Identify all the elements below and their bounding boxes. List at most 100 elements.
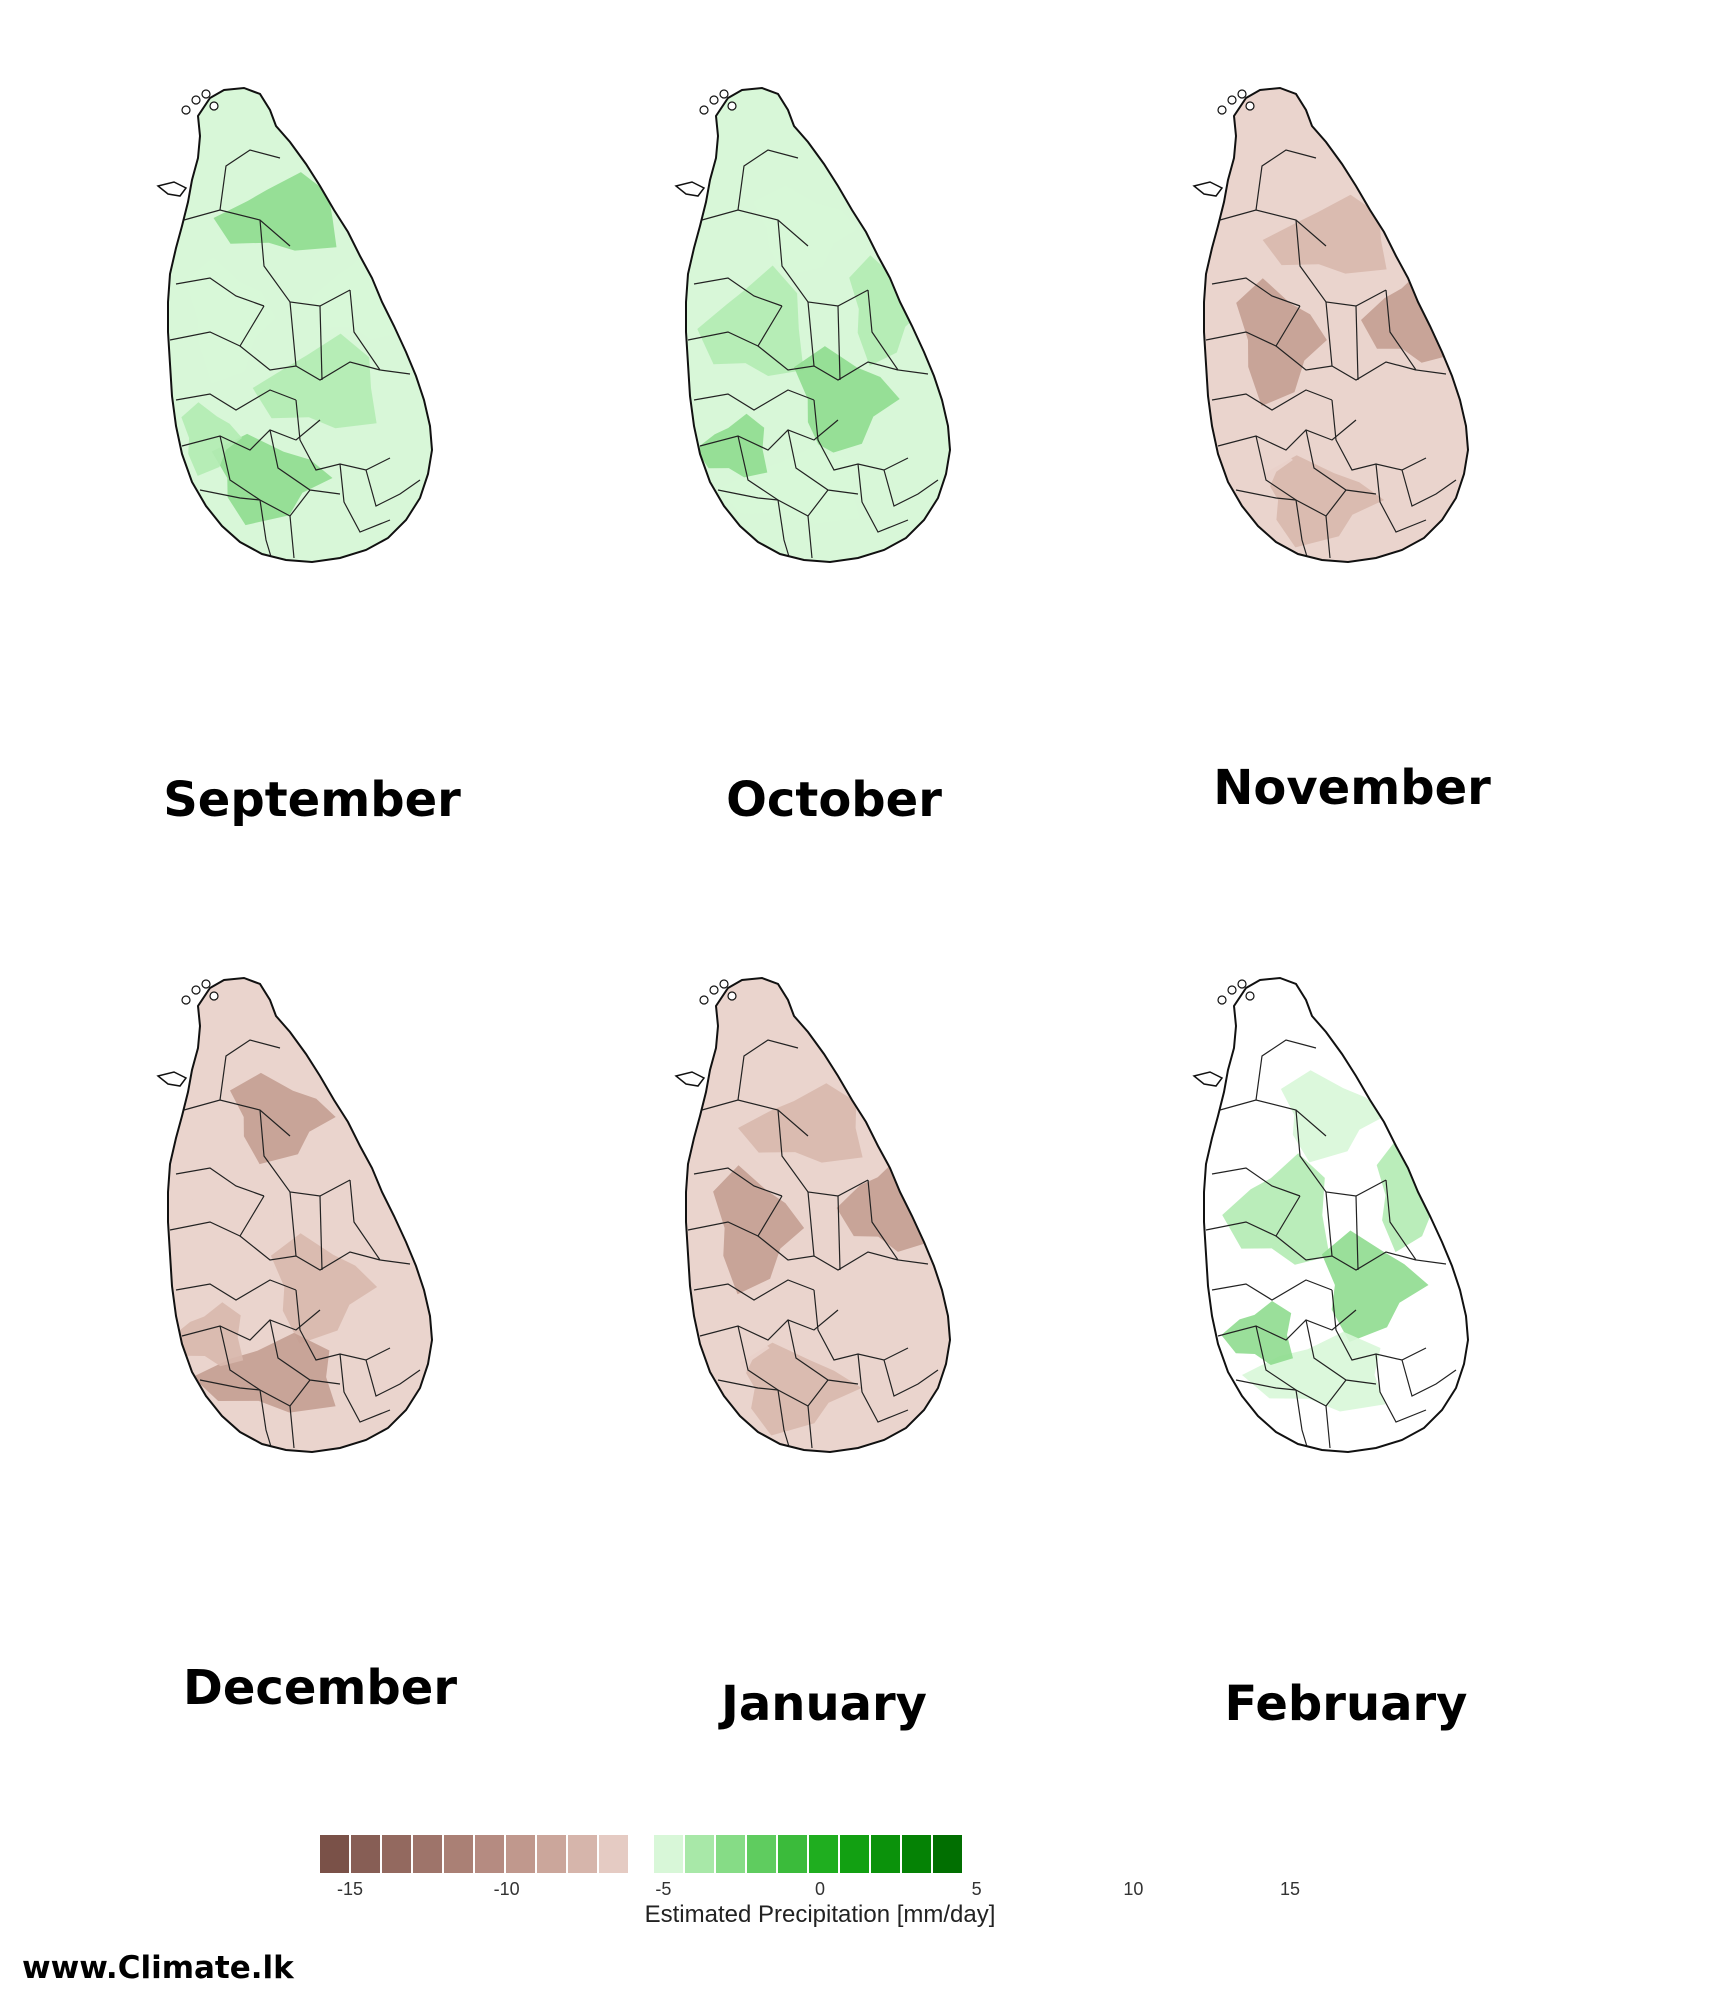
district-boundary [365,1359,421,1397]
anomaly-region [1242,1331,1386,1412]
jaffna-island [699,105,709,115]
jaffna-island [181,995,191,1005]
legend-swatch-wet [933,1835,962,1873]
jaffna-island [1237,89,1247,99]
anomaly-region [738,1083,863,1163]
district-boundary [1235,1379,1297,1391]
legend-swatch-dry [351,1835,380,1873]
district-boundary [1401,1359,1457,1397]
district-boundary [807,1405,813,1449]
district-boundary [1331,1289,1427,1361]
district-boundary [1331,399,1427,471]
district-boundary [1235,489,1297,501]
legend-swatch-dry [382,1835,411,1873]
month-label-december: December [182,1660,457,1716]
district-boundary [169,1195,265,1237]
district-boundary [239,1235,381,1271]
legend-tick: 10 [1123,1879,1144,1899]
sri-lanka-map [1192,976,1470,1454]
jaffna-island [1245,991,1255,1001]
district-boundary [365,469,421,507]
legend-tick: 15 [1279,1879,1301,1899]
legend-swatch-wet [716,1835,745,1873]
anomaly-region [1302,356,1427,452]
anomaly-region [1376,1139,1454,1253]
legend-swatch-dry [506,1835,535,1873]
district-boundary [199,1379,261,1391]
jaffna-island [209,101,219,111]
jaffna-island [709,985,719,995]
district-boundary [737,149,799,211]
sri-lanka-map [674,976,952,1454]
district-boundary [183,1099,291,1137]
district-boundary [1325,1191,1333,1257]
jaffna-island [709,95,719,105]
district-boundary [1219,1099,1327,1137]
legend-swatch-wet [747,1835,776,1873]
anomaly-region [717,444,860,524]
district-boundary [777,499,791,561]
district-boundary [1305,429,1377,495]
district-boundary [289,515,295,559]
district-boundary [757,345,899,381]
district-boundary [787,1319,859,1385]
anomaly-region [1262,455,1385,548]
district-boundary [289,1405,295,1449]
district-boundary [319,305,323,381]
island-outline [685,976,952,1454]
jaffna-island [191,95,201,105]
district-boundary [269,1319,341,1385]
legend-swatch-wet [840,1835,869,1873]
anomaly-region [849,255,926,366]
jaffna-island [699,995,709,1005]
jaffna-island [201,979,211,989]
district-boundary [813,399,909,471]
map-panel-december [140,960,470,1470]
legend-swatch-dry [475,1835,504,1873]
island-outline [685,86,952,564]
site-url: www.Climate.lk [22,1950,294,1986]
district-boundary [1255,1039,1317,1101]
anomaly-region [1232,423,1293,498]
map-panel-october [658,70,988,580]
sri-lanka-map [156,86,434,564]
district-boundary [175,1167,265,1197]
district-boundary [1211,1279,1333,1301]
district-boundary [199,489,261,501]
district-boundary [339,1353,391,1423]
anomaly-region [697,265,804,376]
anomaly-region [1280,1070,1388,1163]
district-boundary [837,1195,841,1271]
jaffna-island [1227,95,1237,105]
district-boundary [289,1191,297,1257]
anomaly-region [713,1165,805,1295]
district-boundary [857,1353,909,1423]
anomaly-region [181,402,243,476]
district-boundary [219,1039,281,1101]
month-label-september: September [163,772,461,828]
legend-swatch-dry [537,1835,566,1873]
anomaly-region [185,257,276,384]
district-boundary [687,305,783,347]
island-outline [1203,86,1470,564]
district-boundary [701,209,809,247]
district-boundary [219,149,281,211]
legend-swatch-dry [568,1835,597,1873]
district-boundary [717,489,779,501]
legend-tick: 0 [814,1879,826,1899]
district-boundary [807,1191,815,1257]
district-boundary [787,429,859,495]
sri-lanka-map [1192,86,1470,564]
legend-swatch-wet [809,1835,838,1873]
district-boundary [1211,277,1301,307]
district-boundary [857,463,909,533]
district-boundary [1305,1319,1377,1385]
district-boundary [1325,1405,1331,1449]
legend-swatch-dry [320,1835,349,1873]
jaffna-island [1237,979,1247,989]
jaffna-island [1227,985,1237,995]
anomaly-region [777,1245,903,1341]
legend-swatch-wet [685,1835,714,1873]
district-boundary [737,1039,799,1101]
legend-title: Estimated Precipitation [mm/day] [644,1901,996,1928]
